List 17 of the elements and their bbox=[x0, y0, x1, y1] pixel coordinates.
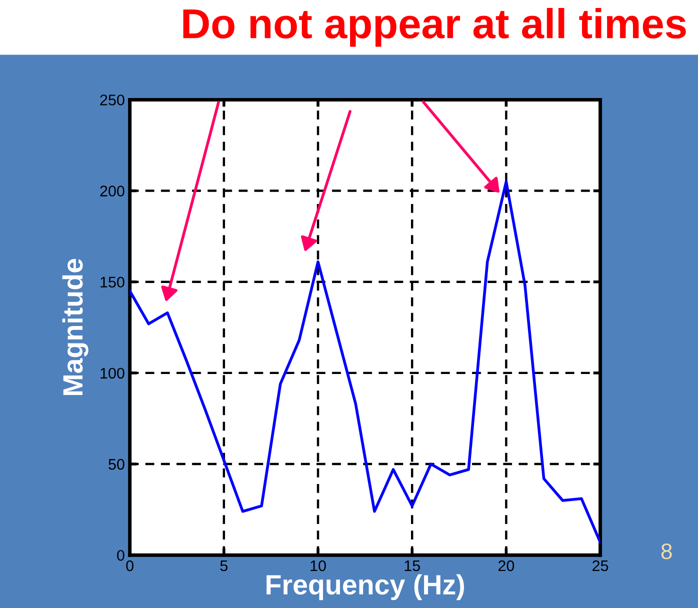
x-tick-label: 10 bbox=[310, 560, 326, 572]
y-tick-label: 50 bbox=[108, 458, 124, 470]
y-tick-label: 0 bbox=[117, 550, 124, 561]
line-series bbox=[130, 180, 600, 544]
x-tick-label: 5 bbox=[220, 560, 228, 572]
x-tick-label: 0 bbox=[126, 560, 134, 572]
y-tick-label: 100 bbox=[100, 368, 124, 379]
y-tick-label: 250 bbox=[100, 94, 124, 106]
y-tick-label: 150 bbox=[100, 276, 124, 288]
x-tick-label: 15 bbox=[404, 560, 420, 572]
x-tick-label: 20 bbox=[498, 560, 514, 572]
x-axis-title: Frequency (Hz) bbox=[266, 574, 464, 600]
y-tick-label: 200 bbox=[100, 186, 124, 196]
x-tick-label: 25 bbox=[592, 560, 608, 572]
text: 8 bbox=[661, 544, 672, 560]
chart-title: Do not appear at all times bbox=[183, 8, 686, 47]
y-axis-title: Magnitude bbox=[62, 258, 88, 395]
